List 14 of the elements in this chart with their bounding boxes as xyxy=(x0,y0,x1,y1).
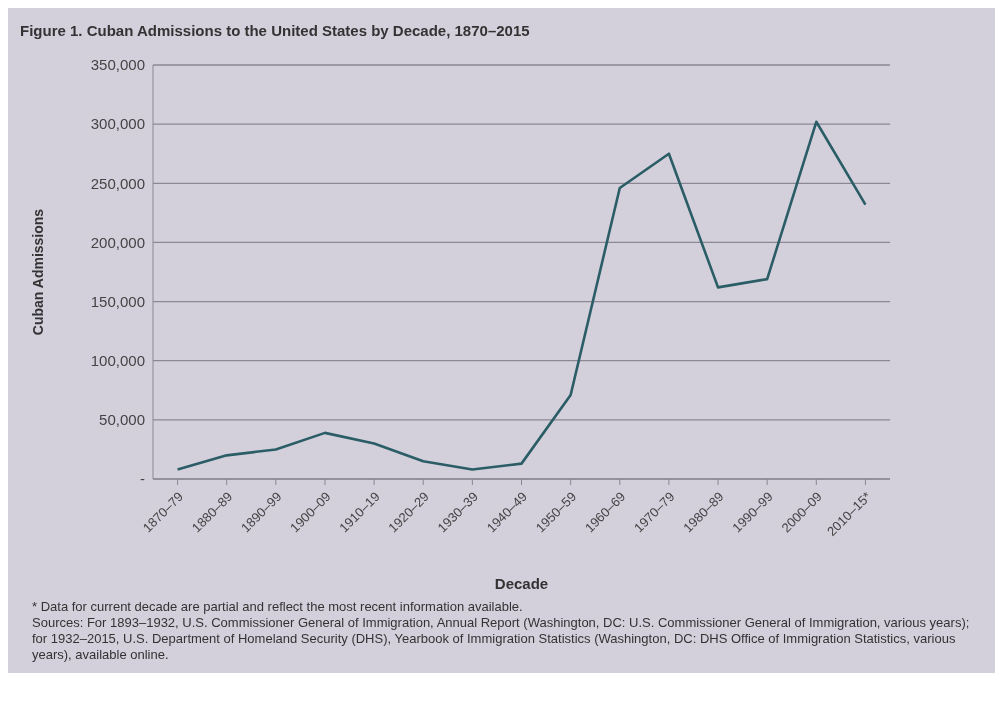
y-tick-label: 250,000 xyxy=(90,174,145,192)
y-tick-label: 50,000 xyxy=(99,411,145,429)
y-tick-label: 100,000 xyxy=(90,352,145,370)
text: * Data for current decade are partial and reflect the most recent information available. xyxy=(32,599,524,615)
chart-title: Figure 1. Cuban Admissions to the United States by Decade, 1870–2015 xyxy=(19,22,531,39)
y-tick-label: 150,000 xyxy=(90,292,145,310)
source-note: Sources: For 1893–1932, U.S. Commissioner General of Immigration, Annual Report (Washington, DC: U.S. Commissioner General of Immigration, various years); for 1932–2015, U.S. Department of Homeland Security (DHS), Yearbook of Immigration Statistics (Washington, DC: DHS Office of Immigration Statistics, various years), available online. xyxy=(32,615,971,663)
line-series xyxy=(176,120,867,471)
y-tick-label: 300,000 xyxy=(90,115,145,133)
y-axis-title: Cuban Admissions xyxy=(29,208,46,336)
x-axis-title: Decade xyxy=(494,575,549,592)
y-tick-label: 350,000 xyxy=(90,56,145,74)
y-tick-label: - xyxy=(140,470,145,488)
y-tick-label: 200,000 xyxy=(90,233,145,251)
